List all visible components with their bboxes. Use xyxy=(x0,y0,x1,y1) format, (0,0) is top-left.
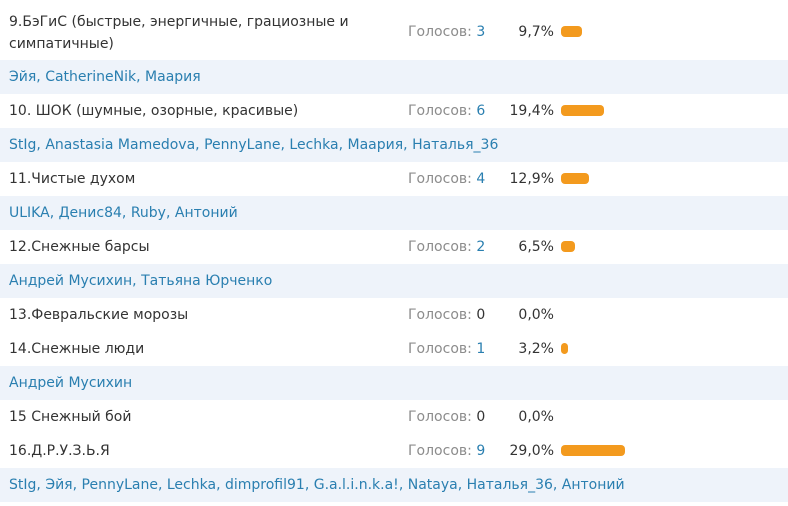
voter-link[interactable]: PennyLane xyxy=(204,137,281,153)
vote-bar xyxy=(561,173,589,184)
poll-option-14: 14.Снежные люди Голосов: 1 3,2% xyxy=(0,332,788,366)
option-name-line2: симпатичные) xyxy=(9,36,114,52)
vote-count-label: Голосов: xyxy=(408,103,472,119)
poll-option-15: 15 Снежный бой Голосов: 0 0,0% xyxy=(0,400,788,434)
vote-percent: 12,9% xyxy=(509,171,554,187)
voter-link[interactable]: Наталья_36 xyxy=(466,477,553,493)
voter-link[interactable]: Lechka xyxy=(289,137,339,153)
option-name: 15 Снежный бой xyxy=(9,409,132,425)
vote-count: Голосов: 4 xyxy=(408,168,485,190)
option-name: 13.Февральские морозы xyxy=(9,307,189,323)
voter-link[interactable]: Денис84 xyxy=(58,205,122,221)
poll-option-13: 13.Февральские морозы Голосов: 0 0,0% xyxy=(0,298,788,332)
voters-list: StIg, Эйя, PennyLane, Lechka, dimprofil9… xyxy=(9,477,625,493)
voters-list: StIg, Anastasia Mamedova, PennyLane, Lec… xyxy=(9,137,499,153)
vote-count-link[interactable]: 4 xyxy=(476,171,486,187)
voters-list: Андрей Мусихин, Татьяна Юрченко xyxy=(9,273,273,289)
option-name: 14.Снежные люди xyxy=(9,341,145,357)
voter-link[interactable]: G.a.l.i.n.k.a! xyxy=(313,477,399,493)
voter-link[interactable]: dimprofil91 xyxy=(224,477,305,493)
vote-count: Голосов: 6 xyxy=(408,100,485,122)
voter-link[interactable]: Андрей Мусихин xyxy=(9,273,133,289)
voters-row-10: StIg, Anastasia Mamedova, PennyLane, Lec… xyxy=(0,128,788,162)
voters-list: Андрей Мусихин xyxy=(9,372,132,394)
vote-percent: 29,0% xyxy=(509,443,554,459)
vote-percent: 0,0% xyxy=(518,409,554,425)
vote-count: Голосов: 2 xyxy=(408,236,485,258)
voter-link[interactable]: ULIKA xyxy=(9,205,50,221)
poll-option-9: 9.БэГиС (быстрые, энергичные, грациозные… xyxy=(0,0,788,60)
voter-link[interactable]: Lechka xyxy=(166,477,217,493)
voter-link[interactable]: StIg xyxy=(9,137,37,153)
voters-row-12: Андрей Мусихин, Татьяна Юрченко xyxy=(0,264,788,298)
vote-bar xyxy=(561,26,582,37)
option-name: 10. ШОК (шумные, озорные, красивые) xyxy=(9,103,299,119)
vote-percent: 3,2% xyxy=(518,341,554,357)
voter-link[interactable]: Татьяна Юрченко xyxy=(141,273,273,289)
vote-count-value: 0 xyxy=(476,409,486,425)
voters-row-11: ULIKA, Денис84, Ruby, Антоний xyxy=(0,196,788,230)
voter-link[interactable]: Маария xyxy=(145,69,201,85)
vote-count-label: Голосов: xyxy=(408,24,472,40)
vote-count-label: Голосов: xyxy=(408,307,472,323)
vote-count-value: 0 xyxy=(476,307,486,323)
voter-link[interactable]: CatherineNik xyxy=(45,69,137,85)
vote-bar xyxy=(561,105,604,116)
vote-count: Голосов: 1 xyxy=(408,338,485,360)
voters-row-9: Эйя, CatherineNik, Маария xyxy=(0,60,788,94)
vote-count-link[interactable]: 3 xyxy=(476,24,486,40)
vote-count-label: Голосов: xyxy=(408,239,472,255)
vote-bar xyxy=(561,343,568,354)
vote-bar xyxy=(561,241,575,252)
vote-count: Голосов: 0 xyxy=(408,406,485,428)
voter-link[interactable]: Эйя xyxy=(45,477,73,493)
voter-link[interactable]: Антоний xyxy=(561,477,625,493)
vote-percent: 19,4% xyxy=(509,103,554,119)
voter-link[interactable]: Эйя xyxy=(9,69,37,85)
vote-count: Голосов: 0 xyxy=(408,304,485,326)
voter-link[interactable]: PennyLane xyxy=(81,477,158,493)
poll-option-10: 10. ШОК (шумные, озорные, красивые) Голо… xyxy=(0,94,788,128)
voter-link[interactable]: Anastasia Mamedova xyxy=(45,137,196,153)
poll-option-12: 12.Снежные барсы Голосов: 2 6,5% xyxy=(0,230,788,264)
vote-bar xyxy=(561,445,625,456)
voters-list: Эйя, CatherineNik, Маария xyxy=(9,69,201,85)
vote-count-label: Голосов: xyxy=(408,443,472,459)
vote-count-label: Голосов: xyxy=(408,341,472,357)
poll-option-11: 11.Чистые духом Голосов: 4 12,9% xyxy=(0,162,788,196)
vote-count-label: Голосов: xyxy=(408,171,472,187)
option-name: 11.Чистые духом xyxy=(9,171,136,187)
voter-link[interactable]: Антоний xyxy=(174,205,238,221)
option-name-line1: 9.БэГиС (быстрые, энергичные, грациозные… xyxy=(9,14,349,30)
vote-count-link[interactable]: 9 xyxy=(476,443,486,459)
vote-count: Голосов: 9 xyxy=(408,440,485,462)
voter-link[interactable]: Nataya xyxy=(407,477,458,493)
vote-percent: 9,7% xyxy=(518,24,554,40)
voter-link[interactable]: Маария xyxy=(347,137,404,153)
voters-row-14: Андрей Мусихин xyxy=(0,366,788,400)
option-name: 16.Д.Р.У.З.Ь.Я xyxy=(9,443,110,459)
voters-list: ULIKA, Денис84, Ruby, Антоний xyxy=(9,205,238,221)
vote-count-label: Голосов: xyxy=(408,409,472,425)
voter-link[interactable]: Андрей Мусихин xyxy=(9,375,133,391)
vote-count-link[interactable]: 1 xyxy=(476,341,486,357)
vote-percent: 6,5% xyxy=(518,239,554,255)
option-name: 12.Снежные барсы xyxy=(9,239,150,255)
vote-count-link[interactable]: 2 xyxy=(476,239,486,255)
vote-percent: 0,0% xyxy=(518,307,554,323)
voters-row-16: StIg, Эйя, PennyLane, Lechka, dimprofil9… xyxy=(0,468,788,502)
vote-count-link[interactable]: 6 xyxy=(476,103,486,119)
voter-link[interactable]: StIg xyxy=(9,477,37,493)
voter-link[interactable]: Ruby xyxy=(130,205,166,221)
voter-link[interactable]: Наталья_36 xyxy=(412,137,499,153)
vote-count: Голосов: 3 xyxy=(408,21,485,43)
poll-option-16: 16.Д.Р.У.З.Ь.Я Голосов: 9 29,0% xyxy=(0,434,788,468)
